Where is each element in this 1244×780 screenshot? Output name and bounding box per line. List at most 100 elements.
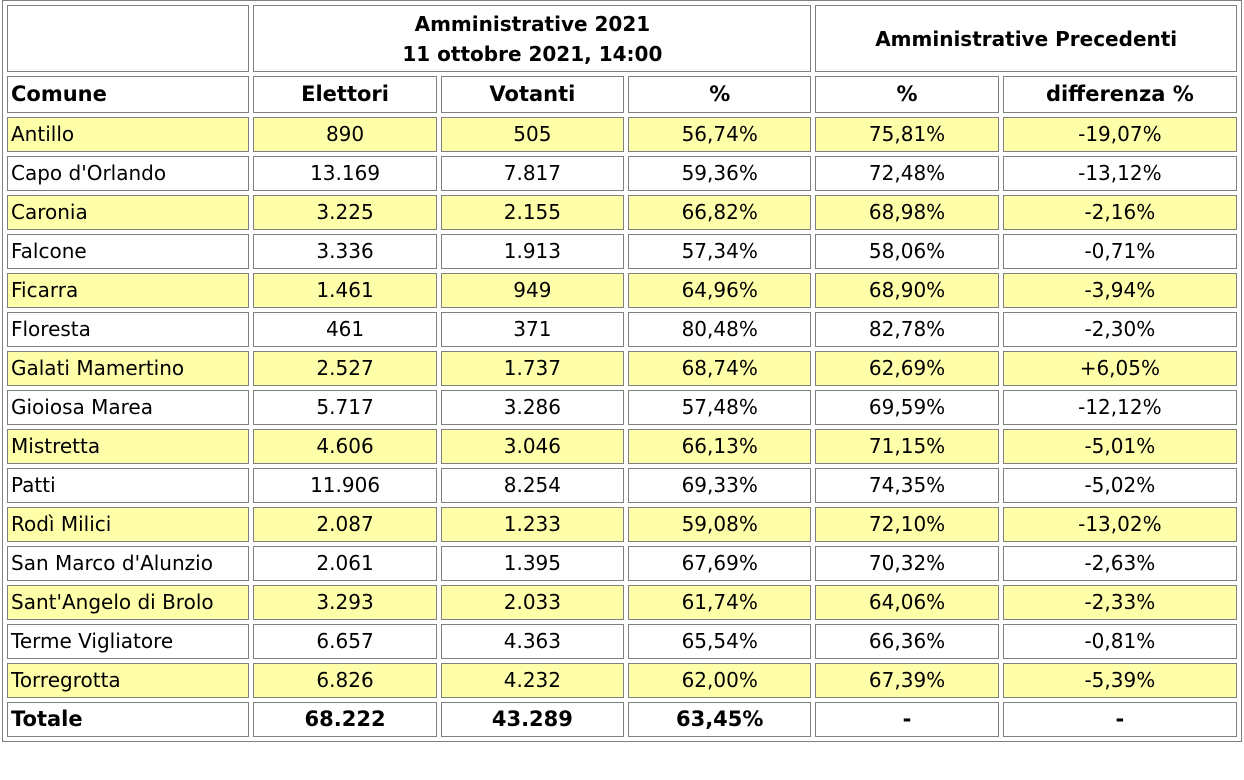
cell-elettori: 2.061 [253,546,437,581]
cell-diff: -2,33% [1002,585,1237,620]
cell-diff: -13,12% [1002,156,1237,191]
cell-pct: 66,13% [628,429,812,464]
cell-elettori: 890 [253,117,437,152]
cell-pct: 80,48% [628,312,812,347]
cell-votanti: 1.913 [440,234,625,269]
turnout-table: Amministrative 2021 11 ottobre 2021, 14:… [2,0,1242,742]
cell-elettori: 4.606 [253,429,437,464]
cell-elettori: 13.169 [253,156,437,191]
cell-comune: Sant'Angelo di Brolo [7,585,250,620]
total-cell-votanti: 43.289 [440,702,625,737]
cell-diff: -2,16% [1002,195,1237,230]
table-row: Ficarra 1.461 949 64,96% 68,90% -3,94% [7,273,1237,308]
cell-pct: 57,34% [628,234,812,269]
cell-comune: Ficarra [7,273,250,308]
cell-votanti: 505 [440,117,625,152]
cell-pct: 64,96% [628,273,812,308]
cell-diff: -2,30% [1002,312,1237,347]
cell-comune: Galati Mamertino [7,351,250,386]
total-cell-diff: - [1002,702,1237,737]
table-row: San Marco d'Alunzio 2.061 1.395 67,69% 70,32… [7,546,1237,581]
cell-votanti: 3.286 [440,390,625,425]
cell-pct: 67,69% [628,546,812,581]
cell-pct: 69,33% [628,468,812,503]
cell-diff: -5,02% [1002,468,1237,503]
header-group1-title: Amministrative 2021 [414,11,651,36]
column-header-pct-prev: % [815,76,999,113]
cell-votanti: 2.033 [440,585,625,620]
cell-votanti: 4.363 [440,624,625,659]
cell-votanti: 371 [440,312,625,347]
total-cell-pct: 63,45% [628,702,812,737]
cell-pct-prev: 68,90% [815,273,999,308]
cell-votanti: 1.395 [440,546,625,581]
cell-elettori: 3.336 [253,234,437,269]
cell-diff: -5,01% [1002,429,1237,464]
table-row: Torregrotta 6.826 4.232 62,00% 67,39% -5,39% [7,663,1237,698]
cell-votanti: 949 [440,273,625,308]
cell-elettori: 5.717 [253,390,437,425]
cell-comune: Mistretta [7,429,250,464]
cell-pct-prev: 74,35% [815,468,999,503]
cell-votanti: 1.233 [440,507,625,542]
cell-votanti: 7.817 [440,156,625,191]
cell-diff: +6,05% [1002,351,1237,386]
header-row-groups: Amministrative 2021 11 ottobre 2021, 14:… [7,5,1237,72]
cell-comune: Rodì Milici [7,507,250,542]
cell-pct-prev: 75,81% [815,117,999,152]
cell-elettori: 6.826 [253,663,437,698]
cell-diff: -2,63% [1002,546,1237,581]
cell-diff: -3,94% [1002,273,1237,308]
cell-comune: Floresta [7,312,250,347]
cell-pct-prev: 72,10% [815,507,999,542]
table-row: Gioiosa Marea 5.717 3.286 57,48% 69,59% -12,1… [7,390,1237,425]
cell-elettori: 6.657 [253,624,437,659]
cell-comune: Patti [7,468,250,503]
cell-diff: -19,07% [1002,117,1237,152]
cell-diff: -12,12% [1002,390,1237,425]
cell-elettori: 461 [253,312,437,347]
table-row: Rodì Milici 2.087 1.233 59,08% 72,10% -13,02% [7,507,1237,542]
cell-pct-prev: 82,78% [815,312,999,347]
cell-pct: 66,82% [628,195,812,230]
cell-pct-prev: 71,15% [815,429,999,464]
cell-pct-prev: 72,48% [815,156,999,191]
cell-votanti: 1.737 [440,351,625,386]
column-header-diff: differenza % [1002,76,1237,113]
cell-pct: 61,74% [628,585,812,620]
cell-pct: 56,74% [628,117,812,152]
total-row: Totale 68.222 43.289 63,45% - - [7,702,1237,737]
cell-elettori: 3.293 [253,585,437,620]
header-amministrative-2021: Amministrative 2021 11 ottobre 2021, 14:… [253,5,812,72]
table-row: Antillo 890 505 56,74% 75,81% -19,07% [7,117,1237,152]
cell-pct-prev: 67,39% [815,663,999,698]
cell-pct: 59,08% [628,507,812,542]
cell-comune: Antillo [7,117,250,152]
table-row: Galati Mamertino 2.527 1.737 68,74% 62,69% +6… [7,351,1237,386]
cell-comune: San Marco d'Alunzio [7,546,250,581]
cell-pct-prev: 68,98% [815,195,999,230]
table-row: Sant'Angelo di Brolo 3.293 2.033 61,74% 64,0… [7,585,1237,620]
total-cell-pct-prev: - [815,702,999,737]
column-header-votanti: Votanti [440,76,625,113]
cell-pct-prev: 69,59% [815,390,999,425]
cell-pct-prev: 58,06% [815,234,999,269]
table-row: Capo d'Orlando 13.169 7.817 59,36% 72,48% -13… [7,156,1237,191]
cell-pct: 68,74% [628,351,812,386]
cell-elettori: 11.906 [253,468,437,503]
column-header-comune: Comune [7,76,250,113]
header-row-columns: Comune Elettori Votanti % % differenza % [7,76,1237,113]
header-empty-cell [7,5,250,72]
cell-pct-prev: 66,36% [815,624,999,659]
column-header-elettori: Elettori [253,76,437,113]
cell-comune: Gioiosa Marea [7,390,250,425]
cell-pct-prev: 62,69% [815,351,999,386]
cell-pct: 65,54% [628,624,812,659]
cell-pct: 59,36% [628,156,812,191]
cell-diff: -5,39% [1002,663,1237,698]
cell-comune: Falcone [7,234,250,269]
cell-pct-prev: 64,06% [815,585,999,620]
column-header-pct: % [628,76,812,113]
cell-diff: -13,02% [1002,507,1237,542]
cell-votanti: 4.232 [440,663,625,698]
